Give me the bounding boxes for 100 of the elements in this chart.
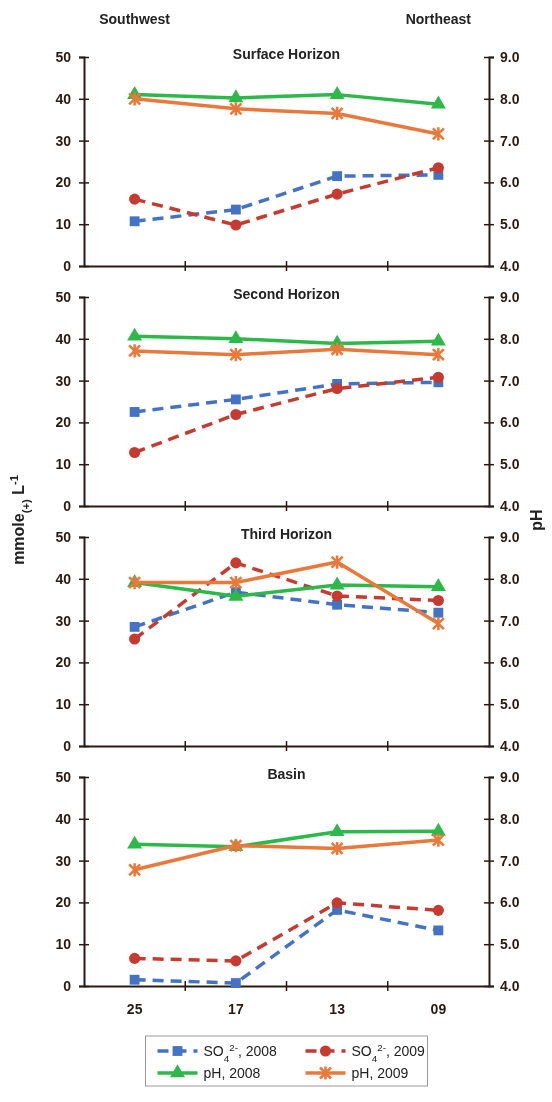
text: Southwest [99,11,171,27]
point [433,925,444,936]
y2-tick-label: 6.0 [500,894,520,911]
legend-label: pH, 2009 [351,1065,409,1081]
y-tick-label: 30 [55,852,72,869]
y2-tick-label: 8.0 [500,570,520,587]
y2-tick-label: 4.0 [500,977,520,994]
point [129,952,141,964]
y2-tick-label: 5.0 [500,456,520,473]
point [230,204,241,215]
y-tick-label: 10 [55,696,72,713]
chart-title: Third Horizon [241,526,332,542]
y2-tick-label: 4.0 [500,257,520,274]
point [129,974,140,985]
y-tick-label: 10 [55,456,72,473]
y-tick-label: 50 [55,768,72,785]
x-tick-label: 17 [228,1000,244,1017]
legend-label: SO$_{4}$$^{2-}$, 2009 [351,1041,426,1064]
y-tick-label: 50 [55,528,72,545]
point [230,955,242,967]
x-tick-label: 13 [329,1000,346,1017]
point [330,840,344,857]
point [127,574,142,591]
y2-tick-label: 7.0 [500,372,520,389]
point [431,832,446,848]
legend-label: pH, 2008 [203,1065,261,1081]
y2-tick-label: 9.0 [500,768,520,785]
y2-tick-label: 6.0 [500,174,520,191]
y2-tick-label: 4.0 [500,737,520,754]
y-tick-label: 40 [55,810,72,827]
y-tick-label: 30 [55,132,72,149]
y2-tick-label: 9.0 [500,528,520,545]
y2-tick-label: 8.0 [500,330,520,347]
y2-tick-label: 8.0 [500,810,520,827]
y-tick-label: 40 [55,90,72,107]
y-tick-label: 50 [55,288,72,305]
y-tick-label: 0 [63,497,72,514]
y2-tick-label: 7.0 [500,132,520,149]
point [129,446,141,459]
point [129,633,141,645]
y-tick-label: 10 [55,936,72,953]
y2-tick-label: 6.0 [500,654,520,671]
y2-tick-label: 4.0 [500,497,520,514]
y-tick-label: 0 [63,257,72,274]
point [331,590,343,602]
point [129,193,141,205]
point [331,188,343,200]
chart-title: Basin [267,766,306,782]
point [432,595,444,607]
point [230,978,241,988]
y-tick-label: 20 [55,894,72,911]
point [331,897,343,909]
y-tick-label: 30 [55,372,72,389]
x-tick-label: 09 [430,1000,447,1017]
point [430,578,446,592]
y2-tick-label: 8.0 [500,90,520,107]
point [230,219,242,231]
y-tick-label: 0 [63,737,72,754]
chart-title: Surface Horizon [232,46,341,62]
y2-axis-title: pH [528,509,545,531]
point [329,576,345,590]
y-tick-label: 0 [63,977,72,994]
point [331,383,343,395]
y-tick-label: 50 [55,48,72,65]
point [332,599,343,610]
y2-tick-label: 6.0 [500,414,520,431]
point [332,171,343,182]
point [127,861,142,878]
y2-tick-label: 5.0 [500,216,520,233]
point [432,371,444,383]
point [433,607,444,618]
point [129,216,140,227]
y2-tick-label: 5.0 [500,936,520,953]
chart-title: Second Horizon [233,286,340,302]
x-tick-label: 25 [126,1000,143,1017]
point [330,554,344,570]
y-tick-label: 40 [55,570,72,587]
y2-tick-label: 7.0 [500,612,520,629]
point [229,574,243,591]
y-tick-label: 20 [55,414,72,431]
point [432,162,444,174]
y-tick-label: 30 [55,612,72,629]
point [129,621,140,632]
y-tick-label: 10 [55,216,72,233]
y2-tick-label: 7.0 [500,852,520,869]
point [129,407,140,417]
point [230,408,242,420]
legend-label: SO$_{4}$$^{2-}$, 2008 [203,1041,278,1064]
y2-tick-label: 5.0 [500,696,520,713]
y2-tick-label: 9.0 [500,288,520,305]
point [230,557,242,569]
point [329,823,345,837]
y2-tick-label: 9.0 [500,48,520,65]
point [431,615,446,632]
y-tick-label: 20 [55,174,72,191]
y-tick-label: 20 [55,654,72,671]
text: Northeast [405,11,472,27]
point [230,394,241,405]
y-tick-label: 40 [55,330,72,347]
point [432,904,444,916]
